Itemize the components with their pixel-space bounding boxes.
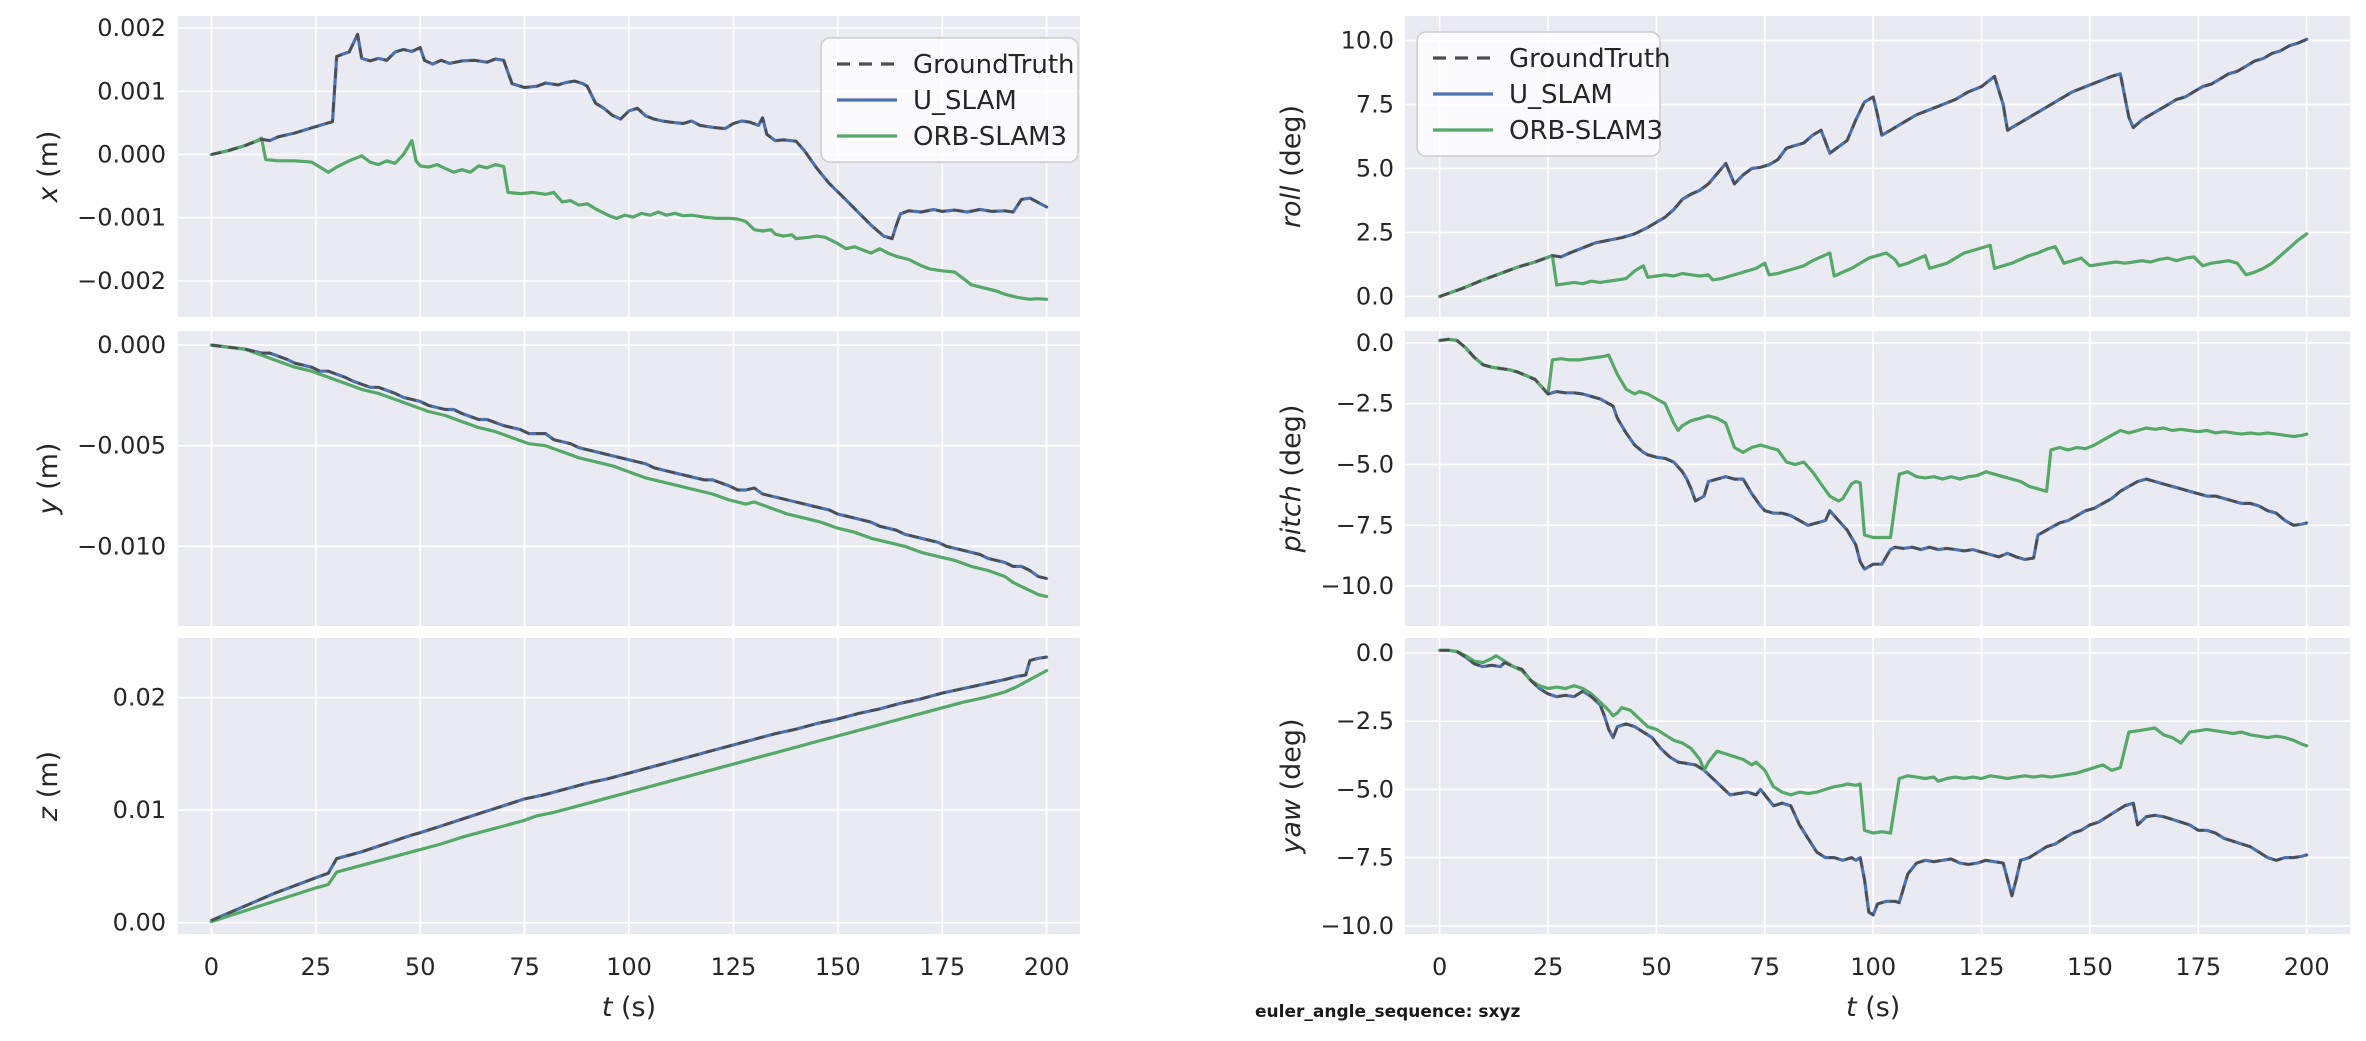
xtick-label: 175 [919,953,965,981]
line-groundtruth [211,33,1048,240]
ytick-label-roll: 2.5 [1356,219,1394,247]
ytick-label-roll: 7.5 [1356,91,1394,119]
ytick-label-x: 0.002 [97,14,166,42]
xtick-label: 150 [2067,953,2113,981]
series-group-x [209,32,1049,301]
ytick-label-pitch: −10.0 [1320,572,1394,600]
xtick-label: 175 [2175,953,2221,981]
legend-label-groundtruth: GroundTruth [913,50,1075,80]
ylabel-z: z (m) [33,751,64,822]
ytick-label-x: −0.002 [77,267,166,295]
ylabel-x: x (m) [33,131,64,204]
legend-label-u-slam: U_SLAM [913,86,1017,116]
line-orb-slam3 [1438,648,2309,835]
ytick-label-yaw: −5.0 [1336,775,1394,803]
legend: GroundTruth U_SLAM ORB-SLAM3 [820,37,1079,163]
xtick-label: 50 [405,953,436,981]
xtick-label: 100 [1850,953,1896,981]
legend: GroundTruth U_SLAM ORB-SLAM3 [1416,31,1671,157]
ytick-label-z: 0.01 [113,796,166,824]
ytick-label-x: −0.001 [77,204,166,232]
subplot-z: 0.00 0.01 0.02 z (m) 0 25 50 75 100 125 150 175 200 t… [33,638,1080,1023]
line-groundtruth [211,343,1047,580]
ytick-label-x: 0.001 [97,77,166,105]
subplot-yaw: 0.0 −2.5 −5.0 −7.5 −10.0 yaw (deg) 0 25 50 75 100 1… [1276,638,2350,1023]
xtick-label: 25 [1533,953,1564,981]
ytick-label-y: −0.005 [77,432,166,460]
xtick-label: 125 [1959,953,2005,981]
subplot-roll: 10.0 7.5 5.0 2.5 0.0 roll (deg) [1276,16,2350,317]
ytick-label-z: 0.00 [113,909,166,937]
ytick-label-x: 0.000 [97,141,166,169]
xtick-label: 100 [606,953,652,981]
line-orb-slam3 [1438,232,2309,299]
ylabel-roll: roll (deg) [1276,105,1307,228]
legend-label-u-slam: U_SLAM [1509,80,1613,110]
series-group-z [209,655,1049,924]
xtick-label: 200 [2284,953,2330,981]
ytick-label-y: −0.010 [77,532,166,560]
ytick-label-roll: 10.0 [1341,27,1394,55]
xtick-label: 0 [204,953,219,981]
subplot-pitch: 0.0 −2.5 −5.0 −7.5 −10.0 pitch (deg) [1276,329,2350,626]
line-orb-slam3 [209,669,1049,924]
xtick-label: 75 [509,953,540,981]
line-orb-slam3 [209,343,1049,599]
line-groundtruth [1439,338,2308,571]
legend-box [820,37,1079,163]
xlabel: t (s) [1846,992,1900,1023]
ylabel-y: y (m) [33,443,64,516]
ytick-label-yaw: 0.0 [1356,639,1394,667]
line-groundtruth [1439,649,2308,917]
ytick-label-pitch: −7.5 [1336,511,1394,539]
ytick-label-roll: 0.0 [1356,283,1394,311]
line-groundtruth [1439,38,2308,298]
ytick-label-y: 0.000 [97,331,166,359]
ytick-label-pitch: 0.0 [1356,329,1394,357]
ylabel-pitch: pitch (deg) [1276,405,1307,554]
ytick-label-roll: 5.0 [1356,155,1394,183]
ytick-label-yaw: −7.5 [1336,844,1394,872]
ylabel-yaw: yaw (deg) [1276,718,1307,854]
subplot-y: 0.000 −0.005 −0.010 y (m) [33,331,1080,626]
ytick-label-yaw: −10.0 [1320,912,1394,940]
series-group-yaw [1438,648,2309,917]
line-orb-slam3 [1438,337,2309,540]
ytick-label-yaw: −2.5 [1336,707,1394,735]
xtick-label: 125 [710,953,756,981]
xtick-label: 0 [1432,953,1447,981]
xtick-label: 200 [1024,953,1070,981]
series-group-pitch [1438,337,2309,571]
euler-sequence-footnote: euler_angle_sequence: sxyz [1255,1002,1521,1022]
legend-label-orb-slam3: ORB-SLAM3 [1509,116,1663,146]
ytick-label-pitch: −5.0 [1336,451,1394,479]
ytick-label-z: 0.02 [113,684,166,712]
line-groundtruth [210,655,1047,922]
ytick-label-pitch: −2.5 [1336,390,1394,418]
series-group-roll [1438,37,2309,299]
xtick-label: 75 [1750,953,1781,981]
xtick-label: 150 [815,953,861,981]
series-group-y [209,343,1049,599]
line-orb-slam3 [209,136,1049,301]
legend-label-orb-slam3: ORB-SLAM3 [913,122,1067,152]
legend-box [1416,31,1661,157]
xlabel: t (s) [602,992,656,1023]
legend-label-groundtruth: GroundTruth [1509,44,1671,74]
xtick-label: 25 [301,953,332,981]
plot-area-yaw [1405,638,2350,934]
xtick-label: 50 [1641,953,1672,981]
plot-area-pitch [1405,331,2350,626]
